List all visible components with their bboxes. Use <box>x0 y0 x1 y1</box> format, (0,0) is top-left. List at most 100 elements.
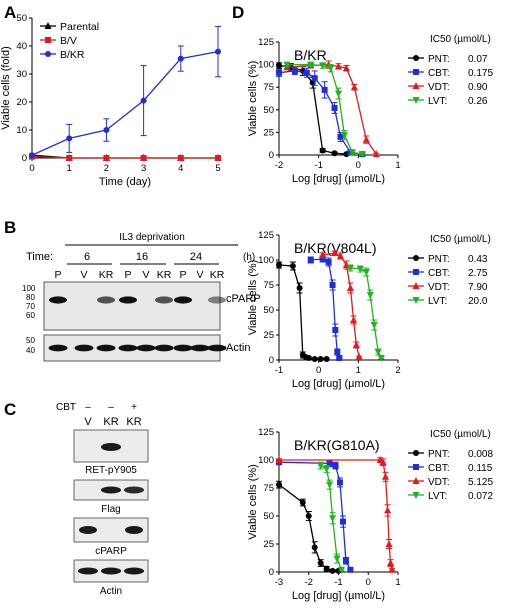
data-point-d2-1-5 <box>334 349 341 355</box>
data-point-d3-0-2 <box>305 513 312 519</box>
band-b-cparp-3 <box>119 296 137 304</box>
series-line-d2-1 <box>310 258 340 359</box>
data-point-d1-2-3 <box>335 62 342 70</box>
bands-b-actin <box>48 344 227 352</box>
y-tick-label-d2-3: 75 <box>263 280 274 291</box>
y-axis-label-a: Viable cells (fold) <box>0 46 12 130</box>
data-point-d1-0-5 <box>331 150 338 157</box>
legend-ic50-d3-0: 0.008 <box>468 449 493 460</box>
x-axis-label-d2: Log [drug] (µmol/L) <box>292 378 385 390</box>
panel-letter-d: D <box>232 3 244 22</box>
x-tick-label-d3-2: -1 <box>334 577 342 588</box>
legend-marker-d2-3 <box>412 297 420 304</box>
band-c-flag-1 <box>101 486 121 494</box>
legend-marker-d3-3 <box>412 492 420 499</box>
data-point-d1-1-6 <box>337 133 344 140</box>
panel-b-blot: IL3 deprivation Time: 6 16 24 (h) P V KR P V… <box>22 232 261 362</box>
data-point-d3-0-5 <box>323 565 330 572</box>
y-tick-label-d1-2: 50 <box>263 105 274 116</box>
chart-title-d2: B/KR(V804L) <box>294 240 376 256</box>
y-tick-label-a-3: 30 <box>16 69 27 80</box>
legend-title-d2: IC50 (µmol/L) <box>430 234 491 245</box>
lane-b-4: V <box>142 269 149 281</box>
legend-label-d3-3: LVT: <box>428 491 447 502</box>
data-point-d3-2-7 <box>388 565 396 573</box>
x-tick-label-d1-2: 0 <box>356 160 361 171</box>
data-point-d2-2-1 <box>331 249 339 256</box>
x-axis-label-d3: Log [drug] (µmol/L) <box>292 590 385 602</box>
data-point-d1-0-4 <box>319 147 326 154</box>
data-point-d1-2-4 <box>342 64 350 72</box>
data-point-d2-0-6 <box>311 356 318 362</box>
legend-ic50-d1-1: 0.175 <box>468 68 493 79</box>
legend-ic50-d1-3: 0.26 <box>468 96 488 107</box>
data-point-d2-0-1 <box>289 263 296 269</box>
mw-100: 100 <box>22 284 36 293</box>
band-b-cparp-5 <box>155 296 173 304</box>
data-point-d1-2-7 <box>372 150 380 158</box>
x-tick-label-a-5: 5 <box>215 163 220 174</box>
data-point-d1-1-1 <box>291 67 298 74</box>
legend-label-a-2: B/KR <box>60 49 85 61</box>
band-b-cparp-2 <box>97 296 115 304</box>
data-point-d3-0-6 <box>329 567 336 574</box>
data-point-d2-1-1 <box>319 256 326 262</box>
band-c-cparp-1 <box>79 526 97 534</box>
data-point-a-1-4 <box>177 155 184 161</box>
y-tick-label-a-1: 10 <box>16 125 27 136</box>
band-b-actin-0 <box>48 344 68 352</box>
data-point-d2-1-3 <box>329 282 336 288</box>
y-tick-label-d1-3: 75 <box>263 82 274 93</box>
legend-marker-d2-1 <box>413 269 419 275</box>
data-point-d3-3-1 <box>323 465 331 473</box>
y-tick-label-d2-1: 25 <box>263 330 274 341</box>
chart-d3-g810a: -3 -2 -1 0 1 0 25 50 75 100 125 Log [drug] (µmol/L)… <box>247 427 493 602</box>
data-point-d3-1-3 <box>336 479 343 486</box>
legend-label-a-1: B/V <box>60 35 77 47</box>
data-point-d3-0-1 <box>299 499 306 506</box>
data-point-d1-2-6 <box>362 135 370 143</box>
legend-label-a-0: Parental <box>60 21 99 33</box>
label-b-actin: Actin <box>226 342 250 354</box>
lane-b-6: P <box>179 269 186 281</box>
label-b-cparp: cPARP <box>226 293 261 305</box>
legend-label-d1-2: VDT: <box>428 82 450 93</box>
band-c-ret <box>101 443 121 451</box>
panel-letter-a: A <box>4 3 16 22</box>
legend-marker-d1-1 <box>413 69 419 75</box>
y-tick-label-d1-0: 0 <box>269 150 274 161</box>
legend-ic50-d3-3: 0.072 <box>468 491 493 502</box>
data-point-d3-2-6 <box>387 559 395 567</box>
band-c-flag-2 <box>124 486 144 494</box>
legend-label-d1-1: CBT: <box>428 68 450 79</box>
x-axis-label-d1: Log [drug] (µmol/L) <box>292 173 385 185</box>
y-axis-label-d1: Viable cells (%) <box>247 61 259 137</box>
mw-40: 40 <box>26 346 35 355</box>
label-c-ret: RET-pY905 <box>85 465 137 476</box>
data-point-d2-3-0 <box>346 265 354 272</box>
x-tick-label-d1-3: 1 <box>395 160 400 171</box>
band-b-actin-4 <box>136 344 156 352</box>
data-point-d2-1-0 <box>307 257 314 263</box>
band-c-actin-3 <box>124 567 144 575</box>
lane-c-3: KR <box>126 416 141 428</box>
data-point-d3-3-0 <box>317 462 325 470</box>
lane-b-8: KR <box>210 269 225 281</box>
data-point-d3-2-5 <box>385 540 393 547</box>
mw-70: 70 <box>26 302 35 311</box>
legend-ic50-d3-2: 5.125 <box>468 477 493 488</box>
legend-label-d2-0: PNT: <box>428 254 450 265</box>
legend-marker-a-2 <box>45 51 51 57</box>
blot-b-cparp <box>43 281 221 331</box>
legend-label-d1-3: LVT: <box>428 96 447 107</box>
data-point-d3-3-5 <box>337 566 345 574</box>
data-point-d3-2-2 <box>379 458 387 466</box>
lane-b-1: V <box>80 269 87 281</box>
band-b-cparp-6 <box>174 296 192 304</box>
legend-ic50-d2-1: 2.75 <box>468 268 488 279</box>
legend-label-d2-2: VDT: <box>428 282 450 293</box>
cbt-mark-1: – <box>85 402 91 413</box>
y-tick-label-a-5: 50 <box>16 13 27 24</box>
y-tick-label-d3-4: 100 <box>258 455 274 466</box>
data-point-d2-0-2 <box>296 285 303 291</box>
